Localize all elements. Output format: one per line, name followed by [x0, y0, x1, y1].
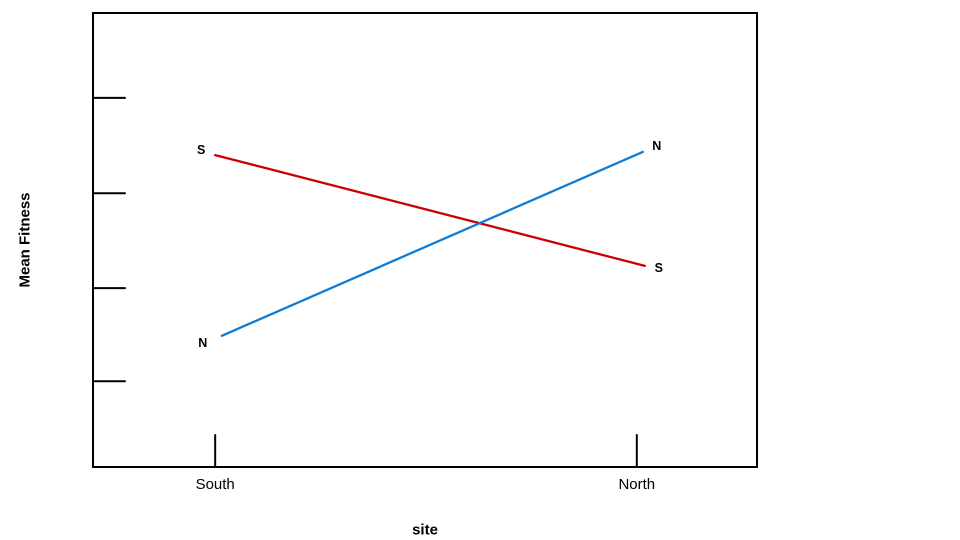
y-axis-title: Mean Fitness	[16, 192, 34, 288]
series-n-right-end-label: N	[652, 138, 662, 153]
plot-border	[92, 12, 758, 468]
series-line-s	[214, 153, 646, 268]
series-s-right-end-label: S	[654, 260, 663, 275]
x-axis-title: site	[412, 521, 438, 539]
x-tick-label-south: South	[195, 476, 235, 493]
x-tick-label-north: North	[618, 476, 656, 493]
series-line-n	[220, 150, 644, 337]
series-n-left-end-label: N	[198, 335, 208, 350]
series-s-left-end-label: S	[197, 143, 206, 158]
